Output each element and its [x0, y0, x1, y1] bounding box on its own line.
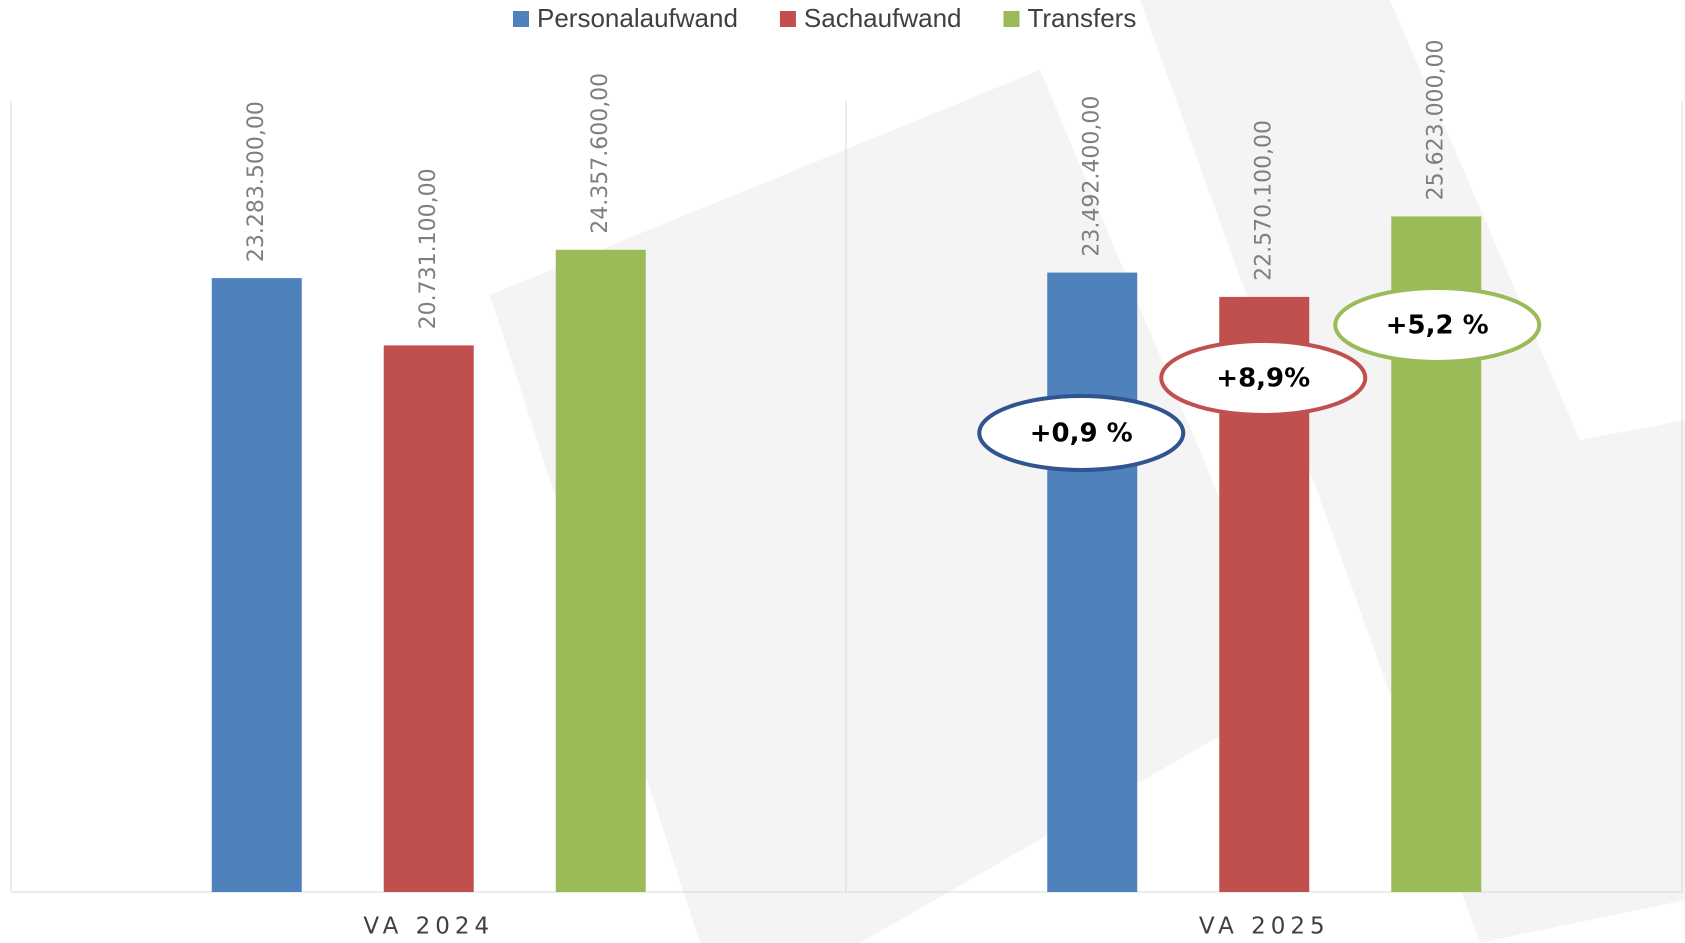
x-tick-label: VA 2025: [1199, 914, 1330, 940]
annotation: +5,2 %: [1386, 311, 1489, 341]
value-label: 23.492.400,00: [1079, 96, 1104, 257]
bar: [555, 249, 646, 892]
legend-label: Sachaufwand: [804, 3, 962, 33]
value-label: 24.357.600,00: [588, 73, 613, 234]
bar: [211, 278, 302, 893]
legend-swatch: [1003, 11, 1020, 27]
legend-swatch: [513, 11, 529, 27]
value-label: 22.570.100,00: [1251, 120, 1276, 281]
bar: [383, 345, 474, 892]
bar: [1047, 272, 1138, 892]
annotation-bubble: [977, 394, 1186, 472]
legend-swatch: [779, 11, 796, 27]
annotation-bubble: [1333, 286, 1542, 364]
value-label: 25.623.000,00: [1423, 39, 1448, 200]
annotation-bubble: [1159, 339, 1368, 417]
legend-label: Transfers: [1027, 3, 1136, 33]
annotation: +0,9 %: [1030, 419, 1133, 449]
x-tick-label: VA 2024: [363, 914, 494, 940]
legend-label: Personalaufwand: [537, 3, 738, 33]
value-label: 20.731.100,00: [416, 168, 441, 329]
value-label: 23.283.500,00: [244, 101, 269, 262]
annotation: +8,9%: [1216, 364, 1310, 394]
